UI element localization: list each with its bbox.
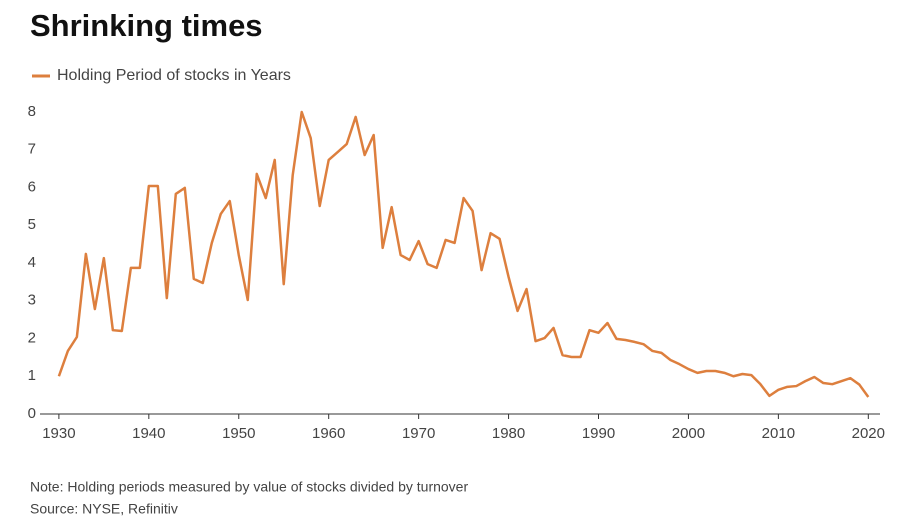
source: Source: NYSE, Refinitiv [30,501,178,517]
x-tick-label: 1970 [402,425,435,442]
x-tick-label: 2010 [762,425,795,442]
y-tick-label: 5 [28,216,36,233]
x-tick-label: 1930 [42,425,75,442]
x-tick-label: 2020 [852,425,885,442]
x-tick-label: 1980 [492,425,525,442]
y-tick-label: 2 [28,329,36,346]
y-tick-label: 3 [28,292,36,309]
x-tick-label: 2000 [672,425,705,442]
y-tick-label: 0 [28,405,36,422]
data-line [57,110,870,398]
y-tick-label: 7 [28,141,36,158]
y-tick-label: 4 [28,254,36,271]
legend-label: Holding Period of stocks in Years [57,67,291,84]
note: Note: Holding periods measured by value … [30,479,468,495]
chart-title: Shrinking times [30,8,263,43]
x-tick-label: 1990 [582,425,615,442]
x-tick-label: 1940 [132,425,165,442]
x-tick-label: 1950 [222,425,255,442]
y-tick-label: 1 [28,367,36,384]
x-tick-label: 1960 [312,425,345,442]
y-tick-label: 8 [28,103,36,120]
y-tick-label: 6 [28,178,36,195]
